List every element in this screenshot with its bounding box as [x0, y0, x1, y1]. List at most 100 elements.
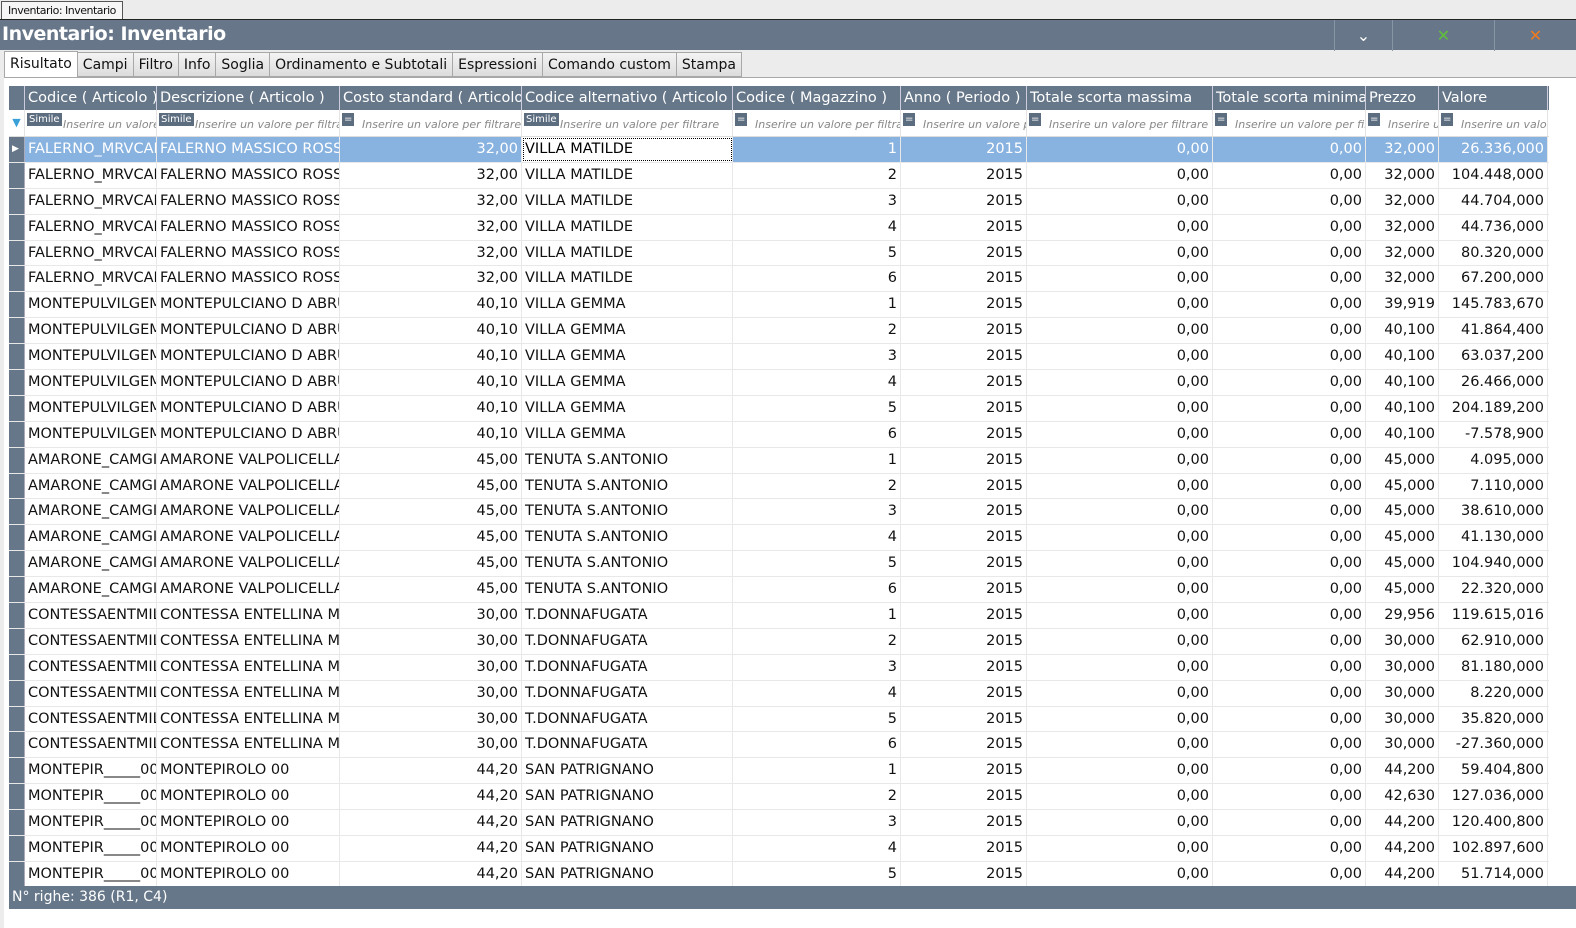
table-cell[interactable]: -7.578,900 — [1439, 421, 1548, 447]
table-cell[interactable]: 2015 — [901, 784, 1027, 810]
filter-operator[interactable]: = — [1368, 113, 1381, 126]
table-cell[interactable]: 30,000 — [1366, 732, 1439, 758]
table-cell[interactable]: CONTESSA ENTELLINA MIL — [157, 654, 340, 680]
table-cell[interactable]: 40,10 — [340, 421, 522, 447]
column-header[interactable]: Totale scorta minima — [1213, 86, 1366, 110]
table-cell[interactable]: 81.180,000 — [1439, 654, 1548, 680]
table-row[interactable]: FALERNO_MRVCAM FALERNO MASSICO ROSSO 32,00… — [9, 266, 1549, 293]
table-cell[interactable]: 4 — [733, 525, 901, 551]
table-cell[interactable]: 40,10 — [340, 318, 522, 344]
table-cell[interactable]: T.DONNAFUGATA — [522, 732, 733, 758]
row-selector[interactable] — [9, 577, 25, 603]
table-row[interactable]: MONTEPULVILGEM MONTEPULCIANO D ABRU 40,10 V… — [9, 292, 1549, 319]
row-selector[interactable] — [9, 240, 25, 266]
table-cell[interactable]: VILLA MATILDE — [522, 162, 733, 188]
table-cell[interactable]: 67.200,000 — [1439, 266, 1548, 292]
table-cell[interactable]: VILLA GEMMA — [522, 421, 733, 447]
table-cell[interactable]: 120.400,800 — [1439, 810, 1548, 836]
table-cell[interactable]: 0,00 — [1027, 473, 1213, 499]
row-selector[interactable] — [9, 551, 25, 577]
row-selector[interactable] — [9, 318, 25, 344]
table-cell[interactable]: CONTESSA ENTELLINA MIL — [157, 628, 340, 654]
table-cell[interactable]: 2015 — [901, 137, 1027, 162]
table-cell[interactable]: 0,00 — [1213, 188, 1366, 214]
table-cell[interactable]: AMARONE VALPOLICELLA — [157, 473, 340, 499]
table-row[interactable]: MONTEPULVILGEM MONTEPULCIANO D ABRU 40,10 V… — [9, 344, 1549, 371]
table-cell[interactable]: 2015 — [901, 473, 1027, 499]
table-cell[interactable]: T.DONNAFUGATA — [522, 628, 733, 654]
filter-input[interactable]: Inserire un valore per filtrare — [63, 118, 157, 131]
table-cell[interactable]: AMARONE VALPOLICELLA — [157, 577, 340, 603]
table-cell[interactable]: 44.704,000 — [1439, 188, 1548, 214]
tab-info[interactable]: Info — [177, 52, 217, 77]
table-cell[interactable]: 1 — [733, 447, 901, 473]
filter-input[interactable]: Inserire un valore per filtrare — [1461, 118, 1547, 131]
filter-input[interactable]: Inserire un valore per filtrare — [560, 118, 720, 131]
table-cell[interactable]: 4.095,000 — [1439, 447, 1548, 473]
table-cell[interactable]: 45,000 — [1366, 447, 1439, 473]
table-cell[interactable]: 26.466,000 — [1439, 370, 1548, 395]
table-cell[interactable]: 2015 — [901, 370, 1027, 395]
table-cell[interactable]: 42,630 — [1366, 784, 1439, 810]
table-cell[interactable]: 45,00 — [340, 577, 522, 603]
table-cell[interactable]: 3 — [733, 810, 901, 836]
table-cell[interactable]: 40,100 — [1366, 395, 1439, 421]
table-cell[interactable]: MONTEPULVILGEM — [25, 395, 157, 421]
table-cell[interactable]: 0,00 — [1027, 292, 1213, 318]
filter-operator[interactable]: = — [903, 113, 916, 126]
table-cell[interactable]: MONTEPULCIANO D ABRU — [157, 421, 340, 447]
table-cell[interactable]: T.DONNAFUGATA — [522, 654, 733, 680]
table-cell[interactable]: 0,00 — [1027, 810, 1213, 836]
filter-operator[interactable]: Simile — [27, 113, 62, 126]
table-cell[interactable]: 2015 — [901, 292, 1027, 318]
tab-filtro[interactable]: Filtro — [132, 52, 179, 77]
table-cell[interactable]: FALERNO MASSICO ROSSO — [157, 214, 340, 240]
table-cell[interactable]: 0,00 — [1213, 162, 1366, 188]
table-cell[interactable]: MONTEPULVILGEM — [25, 370, 157, 395]
row-selector[interactable] — [9, 758, 25, 784]
table-row[interactable]: MONTEPIR_____00 MONTEPIROLO 00 44,20 SAN PA… — [9, 861, 1549, 888]
table-cell[interactable]: 0,00 — [1213, 499, 1366, 525]
table-cell[interactable]: 40,10 — [340, 395, 522, 421]
table-cell[interactable]: 1 — [733, 758, 901, 784]
table-cell[interactable]: 4 — [733, 214, 901, 240]
table-cell[interactable]: 59.404,800 — [1439, 758, 1548, 784]
table-cell[interactable]: 30,00 — [340, 680, 522, 706]
table-cell[interactable]: VILLA GEMMA — [522, 395, 733, 421]
table-cell[interactable]: 0,00 — [1027, 447, 1213, 473]
column-header[interactable]: Anno ( Periodo ) — [901, 86, 1027, 110]
table-row[interactable]: MONTEPIR_____00 MONTEPIROLO 00 44,20 SAN PA… — [9, 784, 1549, 811]
table-cell[interactable]: 2015 — [901, 318, 1027, 344]
table-row[interactable]: MONTEPULVILGEM MONTEPULCIANO D ABRU 40,10 V… — [9, 395, 1549, 422]
table-cell[interactable]: AMARONE VALPOLICELLA — [157, 551, 340, 577]
table-row[interactable]: MONTEPULVILGEM MONTEPULCIANO D ABRU 40,10 V… — [9, 421, 1549, 448]
table-cell[interactable]: 0,00 — [1027, 137, 1213, 162]
table-cell[interactable]: MONTEPIR_____00 — [25, 810, 157, 836]
table-cell[interactable]: 45,00 — [340, 473, 522, 499]
table-cell[interactable]: TENUTA S.ANTONIO — [522, 473, 733, 499]
table-cell[interactable]: 44,20 — [340, 836, 522, 861]
row-selector[interactable] — [9, 370, 25, 395]
table-cell[interactable]: 44,20 — [340, 861, 522, 887]
table-row[interactable]: CONTESSAENTMIL CONTESSA ENTELLINA MIL 30,0… — [9, 706, 1549, 733]
table-cell[interactable]: 45,00 — [340, 447, 522, 473]
table-cell[interactable]: 2015 — [901, 162, 1027, 188]
table-cell[interactable]: CONTESSAENTMIL — [25, 628, 157, 654]
filter-cell[interactable]: = Inserire un valore per filtrare — [1027, 110, 1213, 136]
table-cell[interactable]: 0,00 — [1213, 421, 1366, 447]
table-cell[interactable]: 41.130,000 — [1439, 525, 1548, 551]
table-cell[interactable]: 44,200 — [1366, 810, 1439, 836]
table-cell[interactable]: 40,100 — [1366, 421, 1439, 447]
table-cell[interactable]: AMARONE_CAMGI — [25, 551, 157, 577]
table-cell[interactable]: SAN PATRIGNANO — [522, 861, 733, 887]
row-selector[interactable] — [9, 836, 25, 861]
row-selector[interactable] — [9, 525, 25, 551]
table-cell[interactable]: 40,10 — [340, 292, 522, 318]
table-cell[interactable]: 32,000 — [1366, 162, 1439, 188]
table-cell[interactable]: VILLA MATILDE — [522, 266, 733, 292]
close-icon[interactable]: ✕ — [1494, 20, 1576, 51]
table-cell[interactable]: 0,00 — [1213, 525, 1366, 551]
table-row[interactable]: ▶ FALERNO_MRVCAM FALERNO MASSICO ROSSO 32,0… — [9, 137, 1549, 163]
table-cell[interactable]: MONTEPIROLO 00 — [157, 836, 340, 861]
